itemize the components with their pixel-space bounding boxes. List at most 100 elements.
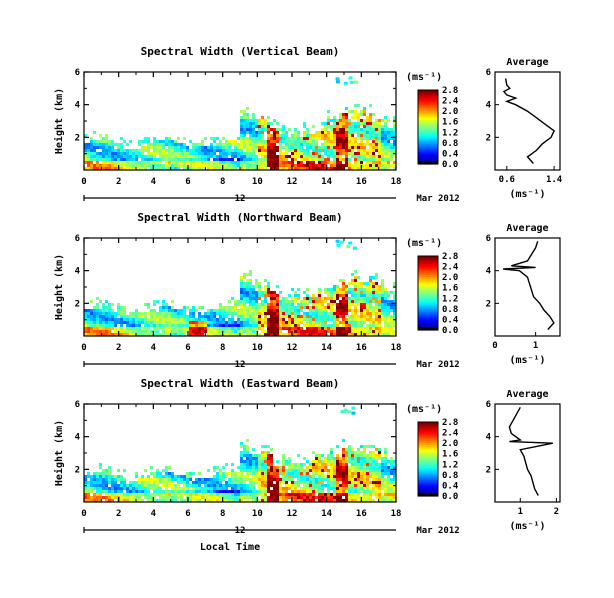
y-tick-label: 2 xyxy=(75,465,80,475)
x-tick-label: 6 xyxy=(185,177,190,187)
average-x-tick-label: 0.6 xyxy=(499,175,515,185)
chart-title: Spectral Width (Vertical Beam) xyxy=(141,45,340,58)
colorbar-tick-label: 2.8 xyxy=(442,86,458,96)
colorbar-tick-label: 0.8 xyxy=(442,139,458,149)
average-x-label: (ms⁻¹) xyxy=(509,355,545,366)
colorbar-tick-label: 0.4 xyxy=(442,315,459,325)
average-x-tick-label: 1 xyxy=(518,507,523,517)
x-tick-label: 14 xyxy=(321,177,332,187)
colorbar-tick-label: 1.6 xyxy=(442,284,458,294)
x-tick-label: 4 xyxy=(151,177,157,187)
colorbar-tick-label: 1.2 xyxy=(442,294,458,304)
x-tick-label: 12 xyxy=(287,509,298,519)
x-tick-label: 6 xyxy=(185,509,190,519)
colorbar-tick-label: 0.4 xyxy=(442,481,459,491)
average-x-label: (ms⁻¹) xyxy=(509,521,545,532)
colorbar: (ms⁻¹) 0.00.40.81.21.62.02.42.8 xyxy=(406,72,459,170)
colorbar: (ms⁻¹) 0.00.40.81.21.62.02.42.8 xyxy=(406,238,459,336)
average-y-tick-label: 4 xyxy=(486,433,492,443)
average-x-tick-label: 1 xyxy=(533,341,538,351)
x-tick-label: 14 xyxy=(321,509,332,519)
x-tick-label: 2 xyxy=(116,509,121,519)
x-tick-label: 18 xyxy=(391,509,402,519)
x-tick-label: 2 xyxy=(116,177,121,187)
y-axis-label: Height (km) xyxy=(53,420,65,486)
colorbar-unit: (ms⁻¹) xyxy=(406,72,442,83)
date-label: Mar 2012 xyxy=(416,194,459,204)
average-line xyxy=(508,406,553,496)
x-tick-label: 10 xyxy=(252,177,263,187)
x-tick-label: 16 xyxy=(356,177,367,187)
average-x-label: (ms⁻¹) xyxy=(509,189,545,200)
average-x-tick-label: 1.4 xyxy=(546,175,563,185)
y-tick-label: 4 xyxy=(75,267,81,277)
x-axis-label: Local Time xyxy=(200,541,260,553)
x-tick-label: 0 xyxy=(81,343,86,353)
average-line xyxy=(502,78,555,164)
average-y-tick-label: 6 xyxy=(486,400,491,410)
colorbar-tick-label: 1.6 xyxy=(442,450,458,460)
average-profile: Average 2 4 6 1 2 (ms⁻¹) xyxy=(486,389,561,532)
x-tick-label: 2 xyxy=(116,343,121,353)
x-tick-label: 14 xyxy=(321,343,332,353)
x-tick-label: 12 xyxy=(287,177,298,187)
colorbar-tick-label: 1.6 xyxy=(442,118,458,128)
heatmap-cells xyxy=(84,239,396,336)
date-label: Mar 2012 xyxy=(416,526,459,536)
average-x-tick-label: 0 xyxy=(492,341,497,351)
average-title: Average xyxy=(506,57,548,68)
x-tick-label: 6 xyxy=(185,343,190,353)
y-tick-label: 6 xyxy=(75,234,80,244)
date-label: Mar 2012 xyxy=(416,360,459,370)
x-tick-label: 12 xyxy=(287,343,298,353)
x-tick-label: 10 xyxy=(252,509,263,519)
y-tick-label: 6 xyxy=(75,400,80,410)
colorbar-tick-label: 1.2 xyxy=(442,460,458,470)
x-tick-label: 8 xyxy=(220,177,225,187)
colorbar-tick-label: 0.0 xyxy=(442,326,458,336)
y-axis-label: Height (km) xyxy=(53,88,65,154)
colorbar-tick-label: 1.2 xyxy=(442,128,458,138)
average-line xyxy=(503,241,555,330)
average-y-tick-label: 2 xyxy=(486,465,491,475)
y-axis-label: Height (km) xyxy=(53,254,65,320)
x-tick-label: 18 xyxy=(391,177,402,187)
colorbar-tick-label: 2.0 xyxy=(442,107,458,117)
panel-1: Spectral Width (Vertical Beam) 0 2 4 6 8 10 12 1… xyxy=(53,45,563,204)
y-tick-label: 2 xyxy=(75,133,80,143)
x-tick-label: 4 xyxy=(151,343,157,353)
heatmap-cells xyxy=(84,76,396,170)
average-title: Average xyxy=(506,223,548,234)
average-profile: Average 2 4 6 0.6 1.4(ms⁻¹) xyxy=(486,57,563,200)
panel-3: Spectral Width (Eastward Beam)0 2 4 6 8 10 12 1… xyxy=(53,377,561,553)
y-tick-label: 4 xyxy=(75,433,81,443)
x-tick-label: 8 xyxy=(220,509,225,519)
chart-title: Spectral Width (Eastward Beam) xyxy=(141,377,340,390)
colorbar-tick-label: 0.0 xyxy=(442,492,458,502)
colorbar-unit: (ms⁻¹) xyxy=(406,404,442,415)
colorbar: (ms⁻¹) 0.00.40.81.21.62.02.42.8 xyxy=(406,404,459,502)
average-x-tick-label: 2 xyxy=(554,507,559,517)
x-tick-label: 0 xyxy=(81,177,86,187)
x-tick-label: 16 xyxy=(356,509,367,519)
colorbar-tick-label: 2.4 xyxy=(442,429,459,439)
average-y-tick-label: 2 xyxy=(486,133,491,143)
average-y-tick-label: 4 xyxy=(486,101,492,111)
date-marker: 12 xyxy=(235,360,246,370)
average-y-tick-label: 4 xyxy=(486,267,492,277)
x-tick-label: 18 xyxy=(391,343,402,353)
heatmap-cells xyxy=(84,406,396,502)
x-tick-label: 16 xyxy=(356,343,367,353)
colorbar-tick-label: 2.0 xyxy=(442,273,458,283)
x-tick-label: 8 xyxy=(220,343,225,353)
colorbar-tick-label: 2.0 xyxy=(442,439,458,449)
colorbar-tick-label: 2.8 xyxy=(442,252,458,262)
y-tick-label: 2 xyxy=(75,299,80,309)
average-y-tick-label: 2 xyxy=(486,299,491,309)
colorbar-unit: (ms⁻¹) xyxy=(406,238,442,249)
y-tick-label: 6 xyxy=(75,68,80,78)
colorbar-tick-label: 0.4 xyxy=(442,149,459,159)
x-tick-label: 4 xyxy=(151,509,157,519)
average-y-tick-label: 6 xyxy=(486,68,491,78)
colorbar-tick-label: 2.4 xyxy=(442,97,459,107)
